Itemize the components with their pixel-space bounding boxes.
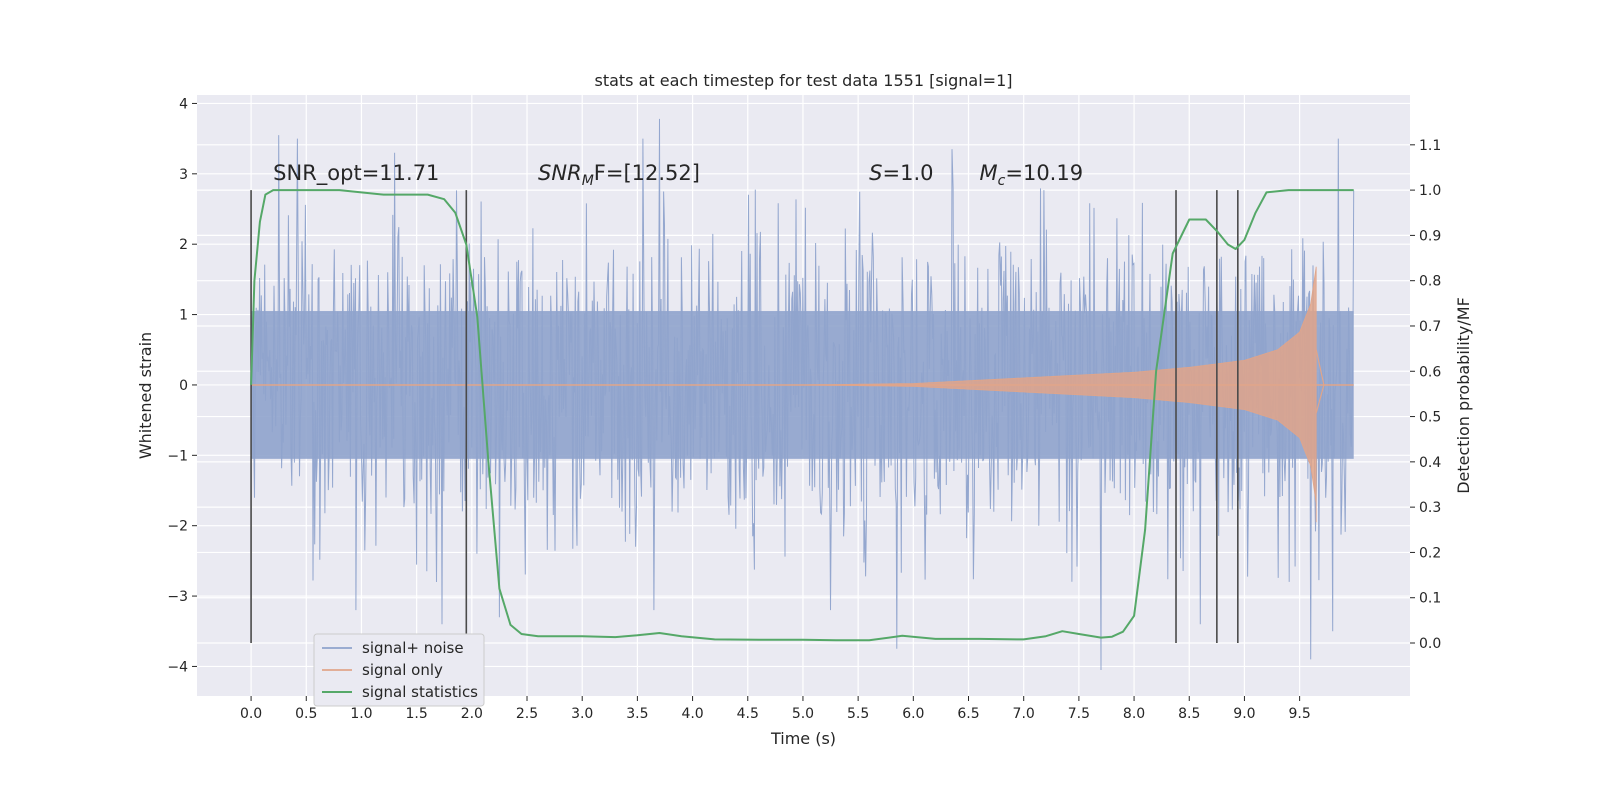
y2-tick-label-2: 0.9 bbox=[1419, 228, 1441, 244]
x-tick-label-13: 6.5 bbox=[957, 706, 979, 722]
x-tick-label-15: 7.5 bbox=[1068, 706, 1090, 722]
y2-axis-label: Detection probability/MF bbox=[1454, 297, 1473, 494]
y-tick-label-7: −3 bbox=[167, 589, 188, 605]
y2-tick-label-11: 0.0 bbox=[1419, 636, 1441, 652]
x-tick-label-17: 8.5 bbox=[1178, 706, 1200, 722]
x-tick-label-4: 2.0 bbox=[461, 706, 483, 722]
y-tick-label-0: 4 bbox=[179, 96, 188, 112]
annotation-snr-mf-sub: M bbox=[582, 173, 594, 189]
x-tick-label-6: 3.0 bbox=[571, 706, 593, 722]
noise-trace bbox=[250, 118, 1355, 671]
y2-tick-label-3: 0.8 bbox=[1419, 274, 1441, 290]
x-tick-label-1: 0.5 bbox=[295, 706, 317, 722]
y-tick-label-1: 3 bbox=[179, 167, 188, 183]
x-tick-label-5: 2.5 bbox=[516, 706, 538, 722]
signal-only-series bbox=[251, 266, 1354, 523]
legend: signal+ noise signal only signal statist… bbox=[313, 633, 485, 707]
y2-tick-label-7: 0.4 bbox=[1419, 455, 1441, 471]
x-axis-label: Time (s) bbox=[770, 729, 836, 748]
annotation-chirp-mass-sub: c bbox=[998, 173, 1006, 189]
x-tick-label-12: 6.0 bbox=[902, 706, 924, 722]
signal-ringdown bbox=[1315, 349, 1325, 414]
signal-statistics-line bbox=[250, 189, 1354, 642]
y-tick-label-4: 0 bbox=[179, 378, 188, 394]
y-tick-label-2: 2 bbox=[179, 237, 188, 253]
y2-tick-label-4: 0.7 bbox=[1419, 319, 1441, 335]
x-tick-label-14: 7.0 bbox=[1013, 706, 1035, 722]
vertical-markers bbox=[250, 190, 1239, 644]
x-tick-label-8: 4.0 bbox=[681, 706, 703, 722]
annotation-chirp-mass: Mc=10.19 bbox=[980, 161, 1084, 189]
annotation-snr-mf-value: F=[12.52] bbox=[594, 161, 700, 185]
y2-tick-label-0: 1.1 bbox=[1419, 138, 1441, 154]
chart-title: stats at each timestep for test data 155… bbox=[594, 71, 1012, 90]
x-tick-label-16: 8.0 bbox=[1123, 706, 1145, 722]
y-tick-label-3: 1 bbox=[179, 308, 188, 324]
y2-tick-label-6: 0.5 bbox=[1419, 410, 1441, 426]
annotation-chirp-mass-base: M bbox=[980, 161, 998, 185]
annotation-s-value: =1.0 bbox=[883, 161, 934, 185]
y2-tick-label-8: 0.3 bbox=[1419, 500, 1441, 516]
annotation-snr-opt: SNR_opt=11.71 bbox=[273, 161, 439, 186]
legend-label-signal-only: signal only bbox=[362, 661, 443, 679]
legend-box bbox=[313, 633, 485, 707]
x-tick-label-3: 1.5 bbox=[406, 706, 428, 722]
legend-label-signal-noise: signal+ noise bbox=[362, 639, 464, 657]
signal-statistics-series bbox=[250, 189, 1354, 642]
annotation-snr-mf: SNRMF=[12.52] bbox=[538, 161, 700, 189]
y-axis-label: Whitened strain bbox=[136, 332, 155, 459]
y2-tick-label-5: 0.6 bbox=[1419, 364, 1441, 380]
y-tick-label-8: −4 bbox=[167, 659, 188, 675]
annotation-s-base: S bbox=[869, 161, 882, 185]
annotations: SNR_opt=11.71 SNRMF=[12.52] S=1.0 Mc=10.… bbox=[273, 161, 1083, 189]
x-tick-label-7: 3.5 bbox=[626, 706, 648, 722]
x-tick-label-11: 5.5 bbox=[847, 706, 869, 722]
y-tick-label-5: −1 bbox=[167, 448, 188, 464]
axis-ticks: 0.0 0.5 1.0 1.5 2.0 2.5 3.0 3.5 4.0 4.5 5.0 5.5 6.0 6… bbox=[167, 96, 1441, 722]
y2-tick-label-9: 0.2 bbox=[1419, 545, 1441, 561]
legend-label-signal-statistics: signal statistics bbox=[362, 683, 478, 701]
x-tick-label-19: 9.5 bbox=[1288, 706, 1310, 722]
x-tick-label-10: 5.0 bbox=[792, 706, 814, 722]
y-tick-label-6: −2 bbox=[167, 519, 188, 535]
x-tick-label-9: 4.5 bbox=[737, 706, 759, 722]
annotation-chirp-mass-value: =10.19 bbox=[1005, 161, 1083, 185]
x-tick-label-2: 1.0 bbox=[350, 706, 372, 722]
annotation-s: S=1.0 bbox=[869, 161, 933, 185]
x-tick-label-18: 9.0 bbox=[1233, 706, 1255, 722]
signal-chirp bbox=[801, 266, 1317, 523]
y2-tick-label-10: 0.1 bbox=[1419, 591, 1441, 607]
x-tick-label-0: 0.0 bbox=[240, 706, 262, 722]
y2-tick-label-1: 1.0 bbox=[1419, 183, 1441, 199]
annotation-snr-mf-base: SNR bbox=[538, 161, 582, 185]
